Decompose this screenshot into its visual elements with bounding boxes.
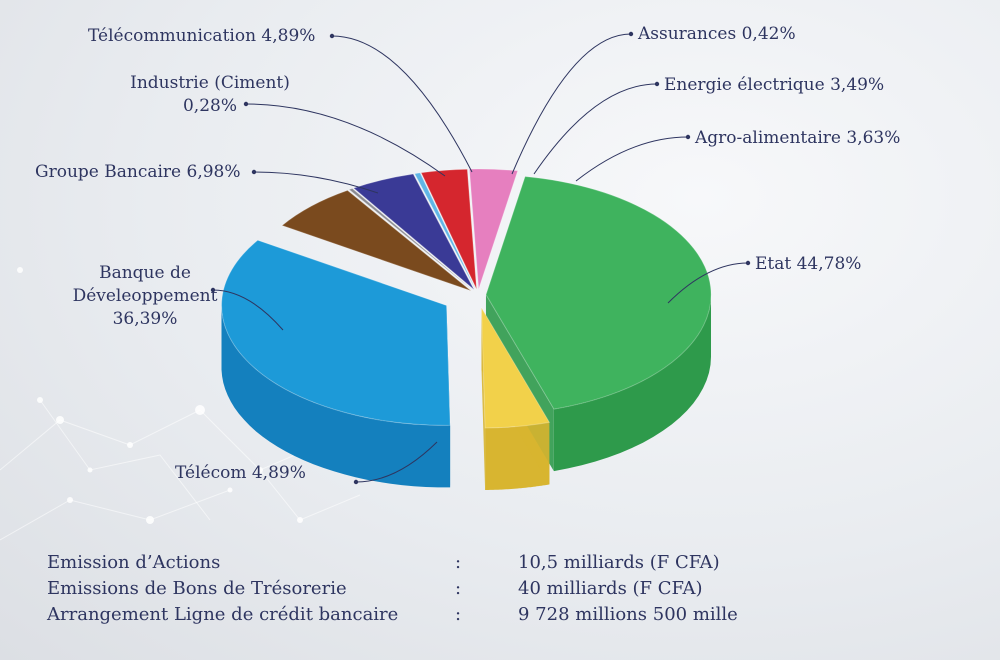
info-label: Emissions de Bons de Trésorerie: [47, 578, 347, 599]
slice-label: Télécom 4,89%: [175, 463, 306, 483]
slice-label-line: Industrie (Ciment): [130, 73, 290, 93]
slice-label-line: Energie électrique 3,49%: [664, 75, 884, 95]
info-label: Arrangement Ligne de crédit bancaire: [47, 604, 399, 625]
leader-line: [511, 33, 632, 175]
slice-label-line: Télécom 4,89%: [175, 463, 306, 483]
slice-label: Assurances 0,42%: [637, 24, 796, 44]
pie-slice: [413, 172, 476, 290]
info-separator: :: [455, 552, 462, 573]
pie-slice-side: [221, 307, 451, 488]
slice-label-line: Assurances 0,42%: [637, 24, 796, 44]
leader-dot: [353, 479, 359, 485]
slice-label: Agro-alimentaire 3,63%: [694, 128, 900, 148]
leader-line: [212, 289, 284, 331]
leader-lines: [210, 31, 751, 485]
leader-dot: [251, 169, 257, 175]
info-value: 10,5 milliards (F CFA): [518, 552, 720, 573]
slice-label: Banque de Déveleoppement 36,39%: [73, 263, 218, 329]
pie-slice: [352, 173, 475, 290]
slice-label-line: Etat 44,78%: [755, 254, 861, 274]
slice-label-line: Groupe Bancaire 6,98%: [35, 162, 241, 182]
leader-dot: [243, 101, 249, 107]
pie-slice: [468, 168, 519, 290]
slice-label: Télécommunication 4,89%: [88, 26, 315, 46]
slice-label-line: Déveleoppement: [73, 286, 218, 306]
info-row: Arrangement Ligne de crédit bancaire : 9…: [47, 602, 967, 628]
slice-label-line: Banque de: [99, 263, 191, 283]
leader-dot: [210, 287, 216, 293]
info-block: Emission d’Actions : 10,5 milliards (F C…: [47, 550, 967, 628]
leader-line: [355, 441, 438, 483]
slice-label-line: Agro-alimentaire 3,63%: [694, 128, 900, 148]
pie-tops: [221, 168, 712, 429]
slice-label: Energie électrique 3,49%: [664, 75, 884, 95]
info-value: 40 milliards (F CFA): [518, 578, 703, 599]
info-row: Emissions de Bons de Trésorerie : 40 mil…: [47, 576, 967, 602]
pie-slice-side: [553, 294, 711, 472]
slice-labels: Etat 44,78% Télécom 4,89% Banque de Déveleo…: [35, 24, 900, 483]
leader-dot: [329, 33, 335, 39]
leader-dot: [654, 81, 660, 87]
leader-line: [245, 103, 446, 177]
info-value: 9 728 millions 500 mille: [518, 604, 738, 625]
info-separator: :: [455, 604, 462, 625]
leader-line: [575, 136, 689, 182]
pie-slice: [221, 239, 451, 426]
leader-line: [253, 171, 379, 194]
leader-line: [667, 262, 749, 304]
leader-dot: [685, 134, 691, 140]
slice-label-line: 0,28%: [183, 96, 237, 116]
slice-label-line: 36,39%: [113, 309, 178, 329]
leader-dot: [745, 260, 751, 266]
pie-slice: [281, 189, 472, 292]
pie-slice-cut-face: [481, 308, 486, 491]
slice-label-line: Télécommunication 4,89%: [88, 26, 315, 46]
pie-slice: [420, 168, 478, 290]
pie-slice: [348, 187, 473, 291]
leader-line: [331, 35, 473, 173]
leader-line: [533, 83, 658, 175]
pie-slice: [485, 175, 712, 410]
slice-label: Groupe Bancaire 6,98%: [35, 162, 241, 182]
info-separator: :: [455, 578, 462, 599]
info-row: Emission d’Actions : 10,5 milliards (F C…: [47, 550, 967, 576]
leader-dot: [628, 31, 634, 37]
pie-slice: [480, 306, 551, 429]
info-label: Emission d’Actions: [47, 552, 221, 573]
slice-label: Industrie (Ciment) 0,28%: [130, 73, 290, 116]
slice-label: Etat 44,78%: [755, 254, 861, 274]
